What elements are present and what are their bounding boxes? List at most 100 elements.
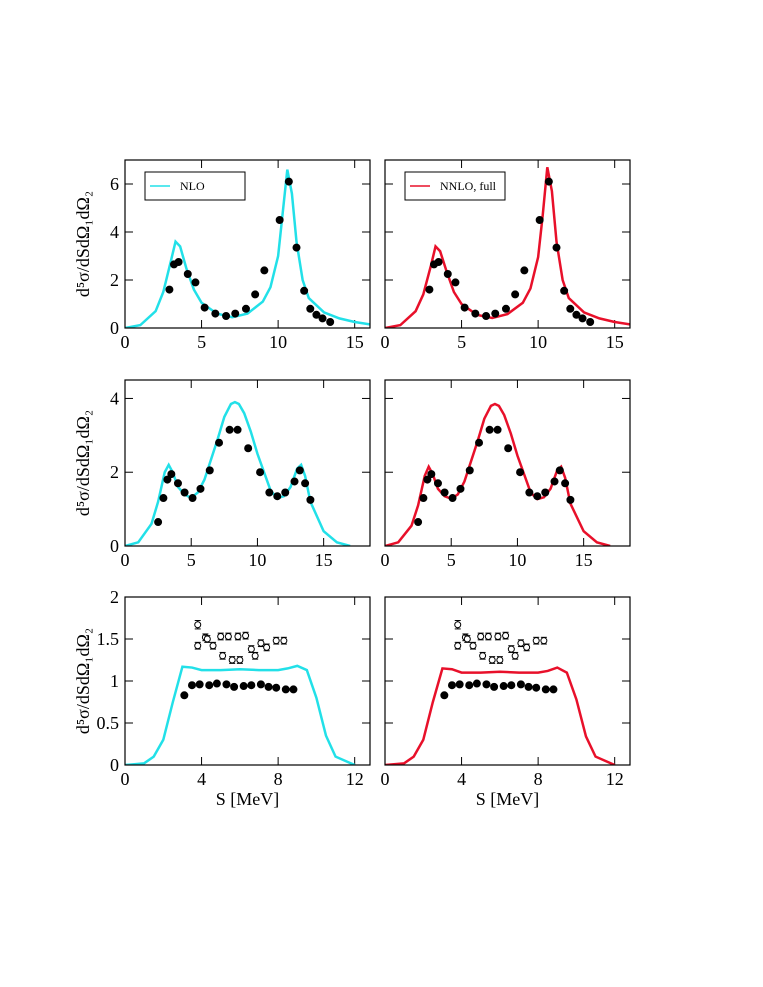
x-tick-label: 8	[274, 769, 283, 789]
x-tick-label: 15	[575, 550, 593, 570]
curve	[125, 664, 356, 765]
x-tick-label: 5	[187, 550, 196, 570]
x-tick-label: 12	[346, 769, 364, 789]
curve	[385, 666, 616, 765]
data-point	[154, 518, 163, 527]
x-tick-label: 0	[381, 769, 390, 789]
data-point	[244, 444, 253, 453]
data-point	[318, 314, 327, 323]
data-point	[194, 621, 202, 629]
data-point	[535, 216, 544, 224]
data-point	[228, 656, 236, 664]
x-tick-label: 10	[248, 550, 266, 570]
data-point	[211, 309, 220, 318]
data-point	[236, 656, 244, 664]
data-point	[494, 632, 502, 640]
data-point	[541, 685, 550, 694]
data-point	[414, 518, 423, 527]
data-point	[290, 477, 299, 486]
data-point	[306, 304, 315, 313]
data-point	[540, 637, 548, 645]
data-point	[281, 685, 290, 694]
data-point	[280, 637, 288, 645]
y-tick-label: 0.5	[97, 713, 120, 733]
data-point	[549, 685, 558, 694]
data-point	[256, 680, 265, 689]
data-point	[194, 642, 202, 650]
data-point	[456, 484, 465, 493]
data-point	[440, 488, 449, 497]
data-point	[301, 479, 310, 488]
y-tick-label: 1.5	[97, 629, 120, 649]
data-point	[578, 314, 587, 323]
data-point	[566, 495, 575, 504]
data-point	[239, 682, 248, 691]
data-point	[174, 258, 183, 266]
data-point	[242, 632, 250, 640]
data-point	[488, 656, 496, 664]
data-point	[188, 494, 197, 503]
data-point	[496, 656, 504, 664]
x-tick-label: 0	[381, 332, 390, 352]
data-point	[212, 679, 221, 688]
x-axis-label: S [MeV]	[216, 789, 280, 809]
data-point	[451, 278, 460, 287]
data-point	[511, 290, 520, 299]
data-point	[312, 310, 321, 319]
data-point	[284, 177, 293, 186]
data-point	[275, 216, 284, 224]
data-point	[516, 680, 525, 689]
x-tick-label: 15	[315, 550, 333, 570]
data-point	[273, 492, 282, 501]
data-point	[469, 642, 477, 650]
panel: 0 5 10 15	[381, 379, 631, 570]
data-point	[427, 470, 436, 479]
data-point	[423, 475, 432, 484]
data-point	[425, 285, 434, 294]
y-tick-label: 4	[110, 222, 119, 242]
data-point	[180, 488, 189, 497]
data-point	[516, 468, 525, 477]
y-tick-label: 2	[110, 587, 119, 607]
y-axis-label: d⁵σ/dSdΩ₁dΩ₂	[73, 628, 93, 734]
x-tick-label: 4	[457, 769, 466, 789]
x-tick-label: 0	[121, 769, 130, 789]
x-tick-label: 10	[529, 332, 547, 352]
data-point	[454, 621, 462, 629]
legend-label: NLO	[180, 179, 205, 193]
y-tick-label: 2	[110, 270, 119, 290]
data-point	[541, 488, 550, 497]
data-point	[263, 643, 271, 651]
data-point	[281, 488, 290, 497]
y-axis-label: d⁵σ/dSdΩ₁dΩ₂	[73, 191, 93, 297]
y-tick-label: 2	[110, 462, 119, 482]
data-point	[465, 681, 474, 690]
data-point	[187, 681, 196, 690]
data-point	[572, 310, 581, 319]
data-point	[183, 270, 192, 278]
x-axis-label: S [MeV]	[476, 789, 540, 809]
data-point	[504, 444, 513, 453]
data-point	[560, 286, 569, 295]
panel: 0 4 8 12 S [MeV]	[381, 596, 631, 809]
data-point	[443, 270, 452, 278]
plot-frame	[384, 596, 631, 766]
x-tick-label: 5	[197, 332, 206, 352]
data-point	[251, 652, 259, 660]
data-point	[234, 632, 242, 640]
data-point	[499, 682, 508, 691]
x-tick-label: 5	[457, 332, 466, 352]
data-point	[215, 438, 224, 447]
data-point	[163, 475, 172, 484]
data-point	[434, 258, 443, 266]
x-tick-label: 4	[197, 769, 206, 789]
data-point	[247, 645, 255, 653]
data-point	[231, 309, 240, 318]
data-point	[159, 494, 168, 503]
data-point	[225, 425, 234, 434]
x-tick-label: 0	[381, 550, 390, 570]
x-tick-label: 0	[121, 332, 130, 352]
data-point	[257, 639, 265, 647]
data-point	[241, 304, 250, 313]
